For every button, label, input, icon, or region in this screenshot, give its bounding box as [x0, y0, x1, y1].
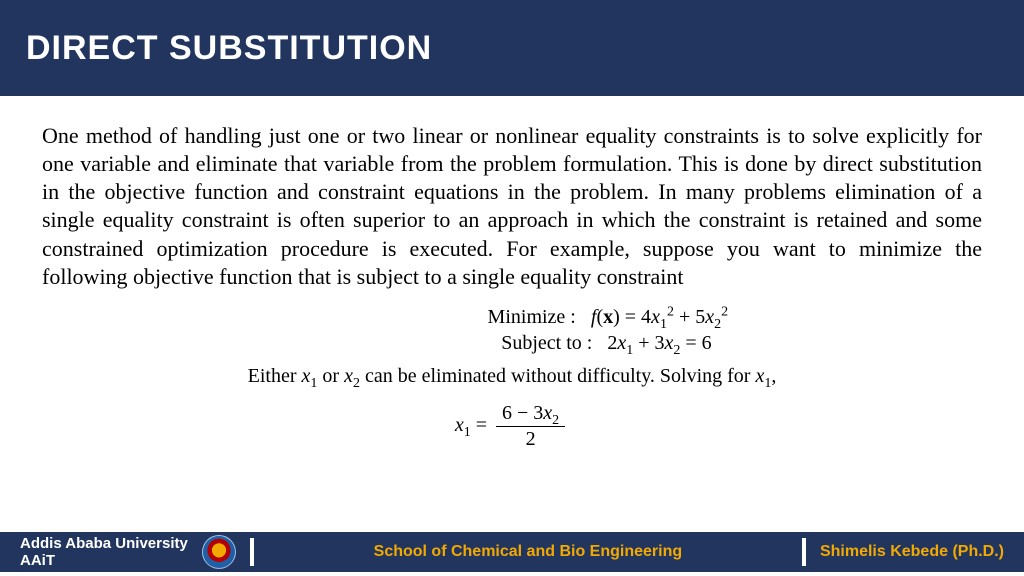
- minimize-line: Minimize : f(x) = 4x12 + 5x22: [42, 305, 982, 329]
- result-lhs: x1 =: [455, 414, 492, 436]
- result-line: x1 = 6 − 3x2 2: [42, 402, 982, 451]
- subject-line: Subject to : 2x1 + 3x2 = 6: [42, 331, 982, 355]
- either-text: Either x1 or x2 can be eliminated withou…: [42, 365, 982, 388]
- slide-footer: Addis Ababa University AAiT School of Ch…: [0, 528, 1024, 576]
- slide: DIRECT SUBSTITUTION One method of handli…: [0, 0, 1024, 576]
- result-denominator: 2: [496, 427, 565, 451]
- body-paragraph: One method of handling just one or two l…: [42, 122, 982, 291]
- minimize-label: Minimize :: [296, 306, 576, 329]
- result-numerator: 6 − 3x2: [496, 402, 565, 427]
- minimize-expr: f(x) = 4x12 + 5x22: [581, 306, 728, 329]
- university-logo-icon: [202, 535, 236, 569]
- university-abbrev: AAiT: [20, 552, 188, 569]
- divider-icon: [802, 538, 806, 566]
- subject-label: Subject to :: [312, 332, 592, 355]
- slide-content: One method of handling just one or two l…: [0, 96, 1024, 528]
- school-name: School of Chemical and Bio Engineering: [268, 543, 788, 561]
- university-name: Addis Ababa University: [20, 535, 188, 552]
- author-name: Shimelis Kebede (Ph.D.): [820, 543, 1004, 561]
- result-fraction: 6 − 3x2 2: [496, 402, 565, 451]
- footer-bar: Addis Ababa University AAiT School of Ch…: [0, 532, 1024, 572]
- university-block: Addis Ababa University AAiT: [20, 535, 188, 570]
- slide-header: DIRECT SUBSTITUTION: [0, 0, 1024, 96]
- math-block: Minimize : f(x) = 4x12 + 5x22 Subject to…: [42, 305, 982, 355]
- subject-expr: 2x1 + 3x2 = 6: [597, 332, 711, 355]
- divider-icon: [250, 538, 254, 566]
- slide-title: DIRECT SUBSTITUTION: [26, 29, 432, 68]
